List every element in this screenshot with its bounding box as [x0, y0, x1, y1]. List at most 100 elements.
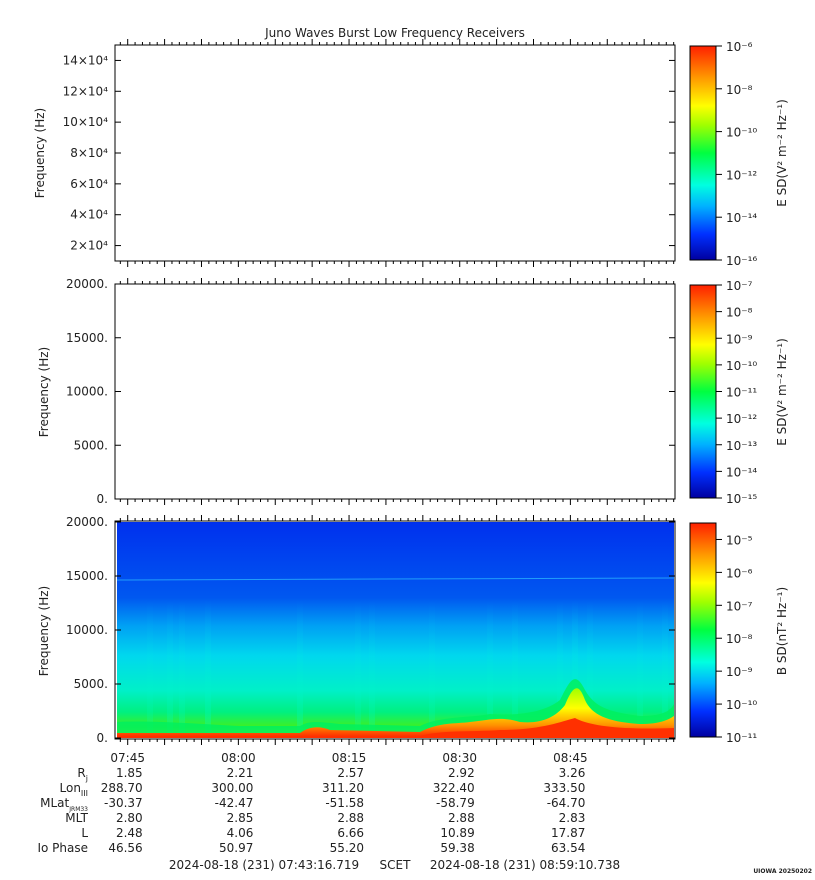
- colorbar-tick-label: 10⁻¹¹: [726, 386, 757, 400]
- colorbar-e-high-ticks: 10⁻⁶ 10⁻⁸ 10⁻¹⁰ 10⁻¹² 10⁻¹⁴ 10⁻¹⁶: [716, 40, 757, 268]
- colorbar-tick-label: 10⁻¹⁰: [726, 359, 757, 373]
- ephemeris-table: Rj 1.85 2.21 2.57 2.92 3.26 LonIII 288.70 300.00…: [37, 766, 585, 855]
- ephemeris-value: 1.85: [116, 766, 143, 780]
- time-tick-label: 08:00: [221, 751, 256, 765]
- colorbar-tick-label: 10⁻⁶: [726, 40, 753, 54]
- ephemeris-label: L: [81, 826, 88, 840]
- colorbar-b-label: B SD(nT² Hz⁻¹): [775, 587, 789, 675]
- spectrogram-streak: [179, 600, 185, 738]
- spectrogram-image: [117, 522, 674, 738]
- time-tick-label: 07:45: [110, 751, 145, 765]
- colorbar-e-high-label: E SD(V² m⁻² Hz⁻¹): [775, 99, 789, 207]
- y-tick-label: 15000.: [66, 569, 108, 583]
- y-tick-label: 2×10⁴: [70, 239, 108, 253]
- ephemeris-value: -58.79: [436, 796, 475, 810]
- ephemeris-value: 311.20: [322, 781, 364, 795]
- ephemeris-value: 288.70: [101, 781, 143, 795]
- ephemeris-value: 63.54: [551, 841, 585, 855]
- panel-e-low-frame: [114, 283, 676, 500]
- spectrogram-streak: [429, 600, 435, 738]
- ephemeris-value: -42.47: [215, 796, 254, 810]
- colorbar-e-high: [689, 45, 717, 261]
- colorbar-e-low-ticks: 10⁻⁷ 10⁻⁸ 10⁻⁹ 10⁻¹⁰ 10⁻¹¹ 10⁻¹² 10⁻¹³ 10⁻¹⁴ 10⁻…: [716, 279, 757, 506]
- colorbar-b-ticks: 10⁻⁵ 10⁻⁶ 10⁻⁷ 10⁻⁸ 10⁻⁹ 10⁻¹⁰ 10⁻¹¹: [716, 533, 757, 745]
- colorbar-tick-label: 10⁻⁸: [726, 632, 753, 646]
- panel-b-ticks: 20000. 15000. 10000. 5000. 0.: [66, 515, 675, 745]
- colorbar-tick-label: 10⁻⁸: [726, 306, 753, 320]
- y-tick-label: 15000.: [66, 331, 108, 345]
- y-tick-label: 12×10⁴: [63, 84, 109, 98]
- colorbar-tick-label: 10⁻¹⁴: [726, 465, 757, 479]
- colorbar-tick-label: 10⁻⁷: [726, 599, 753, 613]
- ephemeris-label: MLT: [65, 811, 88, 825]
- time-axis-labels: 07:45 08:00 08:15 08:30 08:45: [110, 751, 587, 765]
- panel-e-high: 2×10⁴ 4×10⁴ 6×10⁴ 8×10⁴ 10×10⁴ 12×10⁴ 14×10⁴ F…: [33, 39, 789, 268]
- colorbar-tick-label: 10⁻⁹: [726, 665, 753, 679]
- colorbar-tick-label: 10⁻¹⁴: [726, 211, 757, 225]
- colorbar-e-low-label: E SD(V² m⁻² Hz⁻¹): [775, 338, 789, 446]
- spectrogram-streak: [572, 600, 578, 738]
- colorbar-tick-label: 10⁻⁶: [726, 566, 753, 580]
- emission-red-floor: [117, 718, 674, 738]
- ephemeris-value: 2.88: [448, 811, 475, 825]
- colorbar-b: [689, 522, 717, 738]
- y-tick-label: 10×10⁴: [63, 115, 109, 129]
- y-tick-label: 0.: [97, 492, 108, 506]
- colorbar-tick-label: 10⁻⁵: [726, 533, 753, 547]
- colorbar-tick-label: 10⁻¹⁵: [726, 492, 757, 506]
- panel-e-low-ticks: 20000. 15000. 10000. 5000. 0.: [66, 277, 675, 506]
- spectrogram-interference-line: [117, 577, 674, 581]
- footer-credit: UIOWA 20250202: [753, 868, 812, 875]
- footer-end-time: 2024-08-18 (231) 08:59:10.738: [430, 858, 620, 872]
- spectrogram-streak: [205, 600, 211, 738]
- colorbar-tick-label: 10⁻¹¹: [726, 731, 757, 745]
- panel-e-low: 20000. 15000. 10000. 5000. 0. Frequency (Hz)…: [37, 277, 789, 506]
- spectrogram-streak: [587, 600, 593, 738]
- y-tick-label: 6×10⁴: [70, 177, 108, 191]
- colorbar-tick-label: 10⁻¹²: [726, 168, 757, 182]
- spectrogram-streak: [662, 600, 668, 738]
- ephemeris-value: 333.50: [543, 781, 585, 795]
- panel-b: 20000. 15000. 10000. 5000. 0. Frequency (Hz)…: [37, 515, 789, 745]
- ephemeris-value: 300.00: [211, 781, 253, 795]
- time-tick-label: 08:45: [553, 751, 588, 765]
- ephemeris-value: 2.88: [337, 811, 364, 825]
- ephemeris-value: 4.06: [227, 826, 254, 840]
- panel-e-high-ticks: 2×10⁴ 4×10⁴ 6×10⁴ 8×10⁴ 10×10⁴ 12×10⁴ 14×10⁴: [63, 39, 675, 267]
- spectrogram-streaks: [147, 600, 668, 738]
- colorbar-tick-label: 10⁻¹³: [726, 439, 757, 453]
- spectrogram-streak: [487, 600, 493, 738]
- y-tick-label: 10000.: [66, 623, 108, 637]
- ephemeris-value: 2.48: [116, 826, 143, 840]
- ephemeris-value: 2.83: [559, 811, 586, 825]
- y-tick-label: 5000.: [74, 438, 108, 452]
- spectrogram-streak: [147, 600, 153, 738]
- colorbar-tick-label: 10⁻⁷: [726, 279, 753, 293]
- colorbar-tick-label: 10⁻⁸: [726, 83, 753, 97]
- y-tick-label: 0.: [97, 731, 108, 745]
- ephemeris-value: 2.21: [227, 766, 254, 780]
- ephemeris-value: 59.38: [440, 841, 474, 855]
- ephemeris-value: 46.56: [108, 841, 142, 855]
- ephemeris-value: 17.87: [551, 826, 585, 840]
- footer-start-time: 2024-08-18 (231) 07:43:16.719: [169, 858, 359, 872]
- panel-e-low-ylabel: Frequency (Hz): [37, 347, 51, 438]
- ephemeris-value: 50.97: [219, 841, 253, 855]
- spectrogram-streak: [637, 600, 643, 738]
- y-tick-label: 4×10⁴: [70, 208, 108, 222]
- footer-frame: SCET: [380, 858, 412, 872]
- ephemeris-value: 3.26: [559, 766, 586, 780]
- spectrogram-streak: [369, 600, 375, 738]
- ephemeris-value: -30.37: [104, 796, 143, 810]
- ephemeris-value: 2.85: [227, 811, 254, 825]
- ephemeris-value: 10.89: [440, 826, 474, 840]
- panel-e-high-ylabel: Frequency (Hz): [33, 108, 47, 199]
- colorbar-tick-label: 10⁻⁹: [726, 332, 753, 346]
- ephemeris-label: Io Phase: [37, 841, 88, 855]
- colorbar-tick-label: 10⁻¹⁶: [726, 254, 757, 268]
- ephemeris-label: MLatJRM33: [40, 796, 88, 813]
- ephemeris-value: 322.40: [433, 781, 475, 795]
- spectrogram-streak: [355, 600, 361, 738]
- ephemeris-value: -51.58: [325, 796, 364, 810]
- ephemeris-value: -64.70: [547, 796, 586, 810]
